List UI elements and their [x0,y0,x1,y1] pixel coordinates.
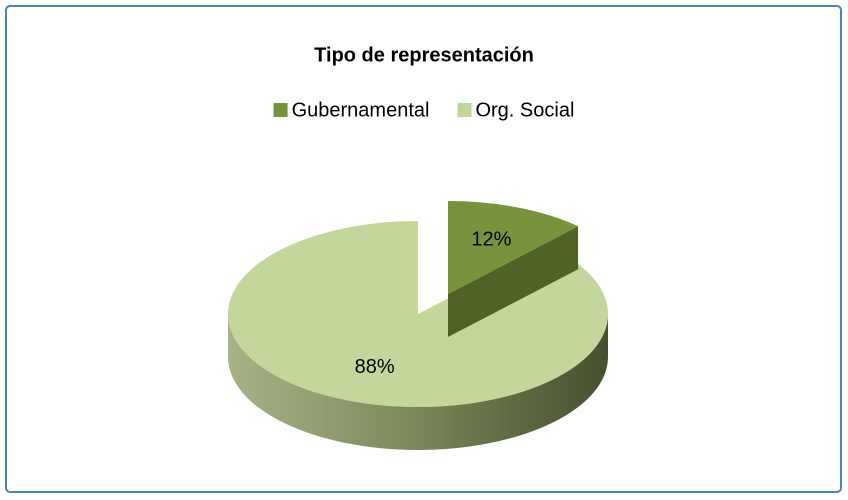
slice [448,201,579,294]
slice-side [228,314,608,450]
chart-title: Tipo de representación [314,44,534,66]
data-label: 88% [355,356,395,378]
legend: Gubernamental Org. Social [273,99,574,121]
legend-swatch [273,103,288,117]
legend-label: Gubernamental [292,99,430,121]
slice-face [448,226,579,337]
chart-border [5,5,842,493]
data-label: 12% [471,229,511,251]
legend-swatch [457,103,472,117]
legend-label: Org. Social [475,99,574,121]
pie: 12% 88% [227,201,608,450]
